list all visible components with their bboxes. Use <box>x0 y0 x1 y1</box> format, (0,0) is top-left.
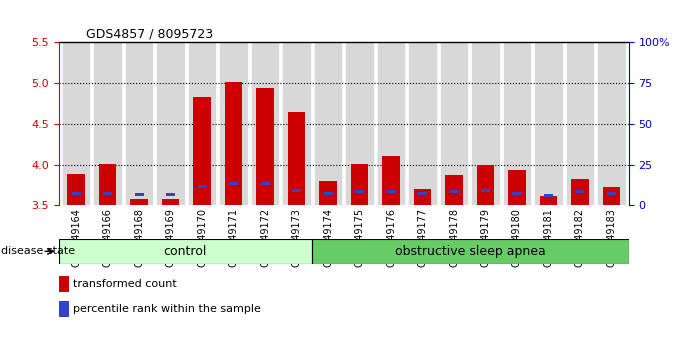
Bar <box>162 199 179 205</box>
Bar <box>418 192 427 195</box>
Bar <box>571 179 589 205</box>
Bar <box>166 193 175 196</box>
Bar <box>414 189 431 205</box>
Bar <box>312 239 629 264</box>
Bar <box>59 276 68 292</box>
Bar <box>72 192 81 195</box>
Bar <box>603 187 620 205</box>
Bar <box>220 42 247 205</box>
Text: percentile rank within the sample: percentile rank within the sample <box>73 304 261 314</box>
Text: transformed count: transformed count <box>73 279 177 289</box>
Bar <box>445 175 463 205</box>
Bar <box>126 42 152 205</box>
Bar <box>256 88 274 205</box>
Bar <box>409 42 436 205</box>
Text: disease state: disease state <box>1 246 75 256</box>
Bar <box>292 189 301 192</box>
Bar <box>323 192 332 195</box>
Bar <box>315 42 341 205</box>
Bar <box>319 181 337 205</box>
Bar <box>576 190 585 193</box>
Text: control: control <box>164 245 207 258</box>
Bar <box>607 192 616 195</box>
Bar <box>198 185 207 188</box>
Bar <box>95 42 121 205</box>
Text: GDS4857 / 8095723: GDS4857 / 8095723 <box>86 28 214 41</box>
Bar <box>59 239 312 264</box>
Bar <box>225 82 243 205</box>
Bar <box>252 42 278 205</box>
Bar <box>598 42 625 205</box>
Text: obstructive sleep apnea: obstructive sleep apnea <box>395 245 546 258</box>
Bar <box>355 190 364 193</box>
Bar <box>567 42 593 205</box>
Bar <box>99 164 116 205</box>
Bar <box>59 301 68 317</box>
Bar <box>131 199 148 205</box>
Bar <box>261 182 269 185</box>
Bar <box>382 156 399 205</box>
Bar <box>544 194 553 197</box>
Bar <box>378 42 404 205</box>
Bar <box>288 112 305 205</box>
Bar <box>481 189 490 192</box>
Bar <box>283 42 310 205</box>
Bar <box>103 192 112 195</box>
Bar <box>504 42 530 205</box>
Bar <box>450 190 459 193</box>
Bar <box>229 182 238 185</box>
Bar <box>513 192 522 195</box>
Bar <box>441 42 467 205</box>
Bar <box>477 165 494 205</box>
Bar <box>536 42 562 205</box>
Bar <box>63 42 89 205</box>
Bar <box>68 175 85 205</box>
Bar <box>346 42 372 205</box>
Bar <box>386 190 395 193</box>
Bar <box>351 164 368 205</box>
Bar <box>189 42 216 205</box>
Bar <box>509 170 526 205</box>
Bar <box>135 193 144 196</box>
Bar <box>472 42 499 205</box>
Bar <box>193 97 211 205</box>
Bar <box>158 42 184 205</box>
Bar <box>540 195 557 205</box>
